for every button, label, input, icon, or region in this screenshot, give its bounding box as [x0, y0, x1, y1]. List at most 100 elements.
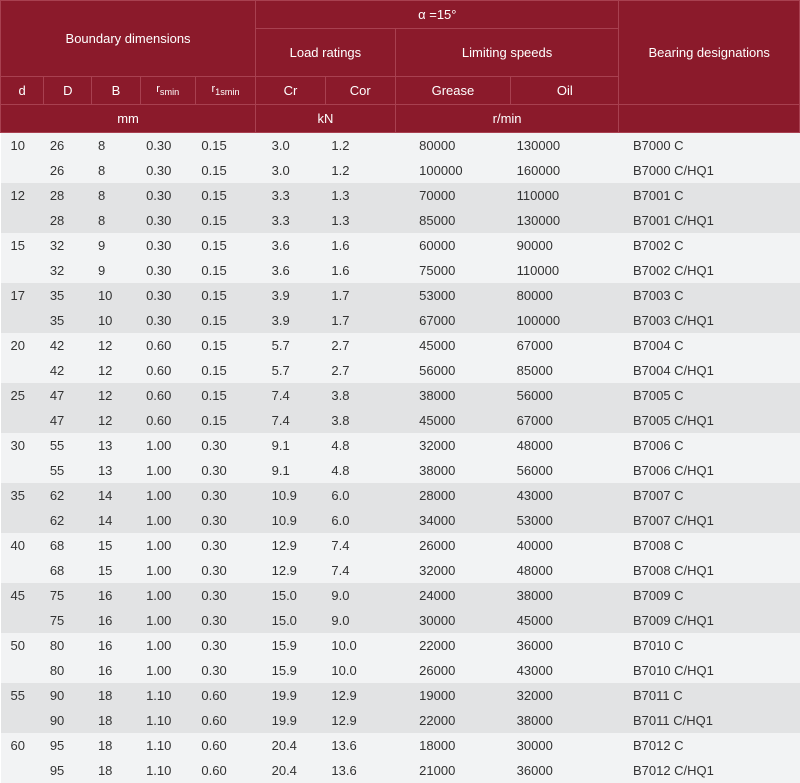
- cell-cr: 9.1: [256, 433, 326, 458]
- cell-gr: 45000: [395, 333, 511, 358]
- cell-gr: 32000: [395, 433, 511, 458]
- cell-r2: 0.15: [195, 233, 255, 258]
- table-row: 5080161.000.3015.910.02200036000B7010 C: [1, 633, 800, 658]
- cell-cor: 9.0: [325, 583, 395, 608]
- cell-r1: 0.30: [140, 133, 195, 159]
- header-B: B: [92, 77, 140, 105]
- cell-cr: 3.9: [256, 308, 326, 333]
- cell-des: B7010 C: [619, 633, 800, 658]
- cell-gr: 80000: [395, 133, 511, 159]
- cell-cor: 1.7: [325, 283, 395, 308]
- cell-r2: 0.30: [195, 583, 255, 608]
- table-row: 47120.600.157.43.84500067000B7005 C/HQ1: [1, 408, 800, 433]
- cell-des: B7001 C/HQ1: [619, 208, 800, 233]
- cell-gr: 24000: [395, 583, 511, 608]
- cell-B: 13: [92, 433, 140, 458]
- cell-r1: 0.60: [140, 333, 195, 358]
- header-grease: Grease: [395, 77, 511, 105]
- cell-oil: 67000: [511, 333, 619, 358]
- header-rsmin: rsmin: [140, 77, 195, 105]
- cell-r1: 1.10: [140, 708, 195, 733]
- cell-cr: 3.3: [256, 183, 326, 208]
- cell-r2: 0.30: [195, 658, 255, 683]
- cell-d: [1, 758, 44, 783]
- bearing-table-container: Boundary dimensions α =15° Bearing desig…: [0, 0, 800, 783]
- cell-r1: 1.10: [140, 683, 195, 708]
- cell-des: B7006 C/HQ1: [619, 458, 800, 483]
- cell-gr: 22000: [395, 708, 511, 733]
- cell-cr: 15.0: [256, 583, 326, 608]
- header-designations: Bearing designations: [619, 1, 800, 105]
- table-row: 95181.100.6020.413.62100036000B7012 C/HQ…: [1, 758, 800, 783]
- cell-des: B7011 C/HQ1: [619, 708, 800, 733]
- cell-cr: 20.4: [256, 733, 326, 758]
- cell-d: [1, 508, 44, 533]
- cell-D: 26: [44, 158, 92, 183]
- cell-gr: 56000: [395, 358, 511, 383]
- cell-r1: 0.30: [140, 308, 195, 333]
- cell-r1: 1.00: [140, 583, 195, 608]
- table-row: 3055131.000.309.14.83200048000B7006 C: [1, 433, 800, 458]
- cell-r2: 0.30: [195, 508, 255, 533]
- table-row: 62141.000.3010.96.03400053000B7007 C/HQ1: [1, 508, 800, 533]
- cell-D: 47: [44, 383, 92, 408]
- cell-r1: 0.30: [140, 283, 195, 308]
- table-row: 75161.000.3015.09.03000045000B7009 C/HQ1: [1, 608, 800, 633]
- cell-B: 15: [92, 533, 140, 558]
- cell-d: [1, 658, 44, 683]
- cell-cor: 13.6: [325, 758, 395, 783]
- cell-B: 8: [92, 133, 140, 159]
- cell-cor: 3.8: [325, 408, 395, 433]
- cell-r2: 0.60: [195, 733, 255, 758]
- cell-d: 35: [1, 483, 44, 508]
- cell-cor: 13.6: [325, 733, 395, 758]
- cell-D: 62: [44, 508, 92, 533]
- cell-B: 16: [92, 608, 140, 633]
- cell-cr: 15.0: [256, 608, 326, 633]
- cell-D: 28: [44, 208, 92, 233]
- cell-B: 14: [92, 508, 140, 533]
- cell-D: 47: [44, 408, 92, 433]
- header-r1smin: r1smin: [195, 77, 255, 105]
- cell-r2: 0.30: [195, 633, 255, 658]
- cell-r2: 0.60: [195, 683, 255, 708]
- cell-des: B7004 C: [619, 333, 800, 358]
- cell-des: B7007 C: [619, 483, 800, 508]
- cell-gr: 85000: [395, 208, 511, 233]
- cell-cr: 19.9: [256, 708, 326, 733]
- cell-gr: 45000: [395, 408, 511, 433]
- cell-oil: 56000: [511, 458, 619, 483]
- unit-rmin: r/min: [395, 105, 619, 133]
- cell-D: 26: [44, 133, 92, 159]
- table-row: 35100.300.153.91.767000100000B7003 C/HQ1: [1, 308, 800, 333]
- cell-r2: 0.30: [195, 533, 255, 558]
- cell-r1: 0.60: [140, 408, 195, 433]
- cell-r1: 0.60: [140, 383, 195, 408]
- cell-B: 18: [92, 708, 140, 733]
- header-boundary: Boundary dimensions: [1, 1, 256, 77]
- cell-B: 16: [92, 658, 140, 683]
- cell-d: 12: [1, 183, 44, 208]
- cell-B: 18: [92, 758, 140, 783]
- cell-oil: 45000: [511, 608, 619, 633]
- cell-oil: 32000: [511, 683, 619, 708]
- cell-d: [1, 158, 44, 183]
- cell-cor: 1.3: [325, 183, 395, 208]
- cell-r1: 1.00: [140, 658, 195, 683]
- cell-d: [1, 708, 44, 733]
- table-row: 102680.300.153.01.280000130000B7000 C: [1, 133, 800, 159]
- cell-cor: 1.3: [325, 208, 395, 233]
- cell-d: 40: [1, 533, 44, 558]
- cell-B: 10: [92, 283, 140, 308]
- cell-D: 62: [44, 483, 92, 508]
- cell-gr: 34000: [395, 508, 511, 533]
- cell-cor: 1.6: [325, 233, 395, 258]
- cell-B: 8: [92, 183, 140, 208]
- unit-kN: kN: [256, 105, 396, 133]
- table-row: 3290.300.153.61.675000110000B7002 C/HQ1: [1, 258, 800, 283]
- cell-des: B7009 C: [619, 583, 800, 608]
- cell-r1: 1.10: [140, 733, 195, 758]
- cell-des: B7007 C/HQ1: [619, 508, 800, 533]
- cell-oil: 67000: [511, 408, 619, 433]
- cell-B: 8: [92, 158, 140, 183]
